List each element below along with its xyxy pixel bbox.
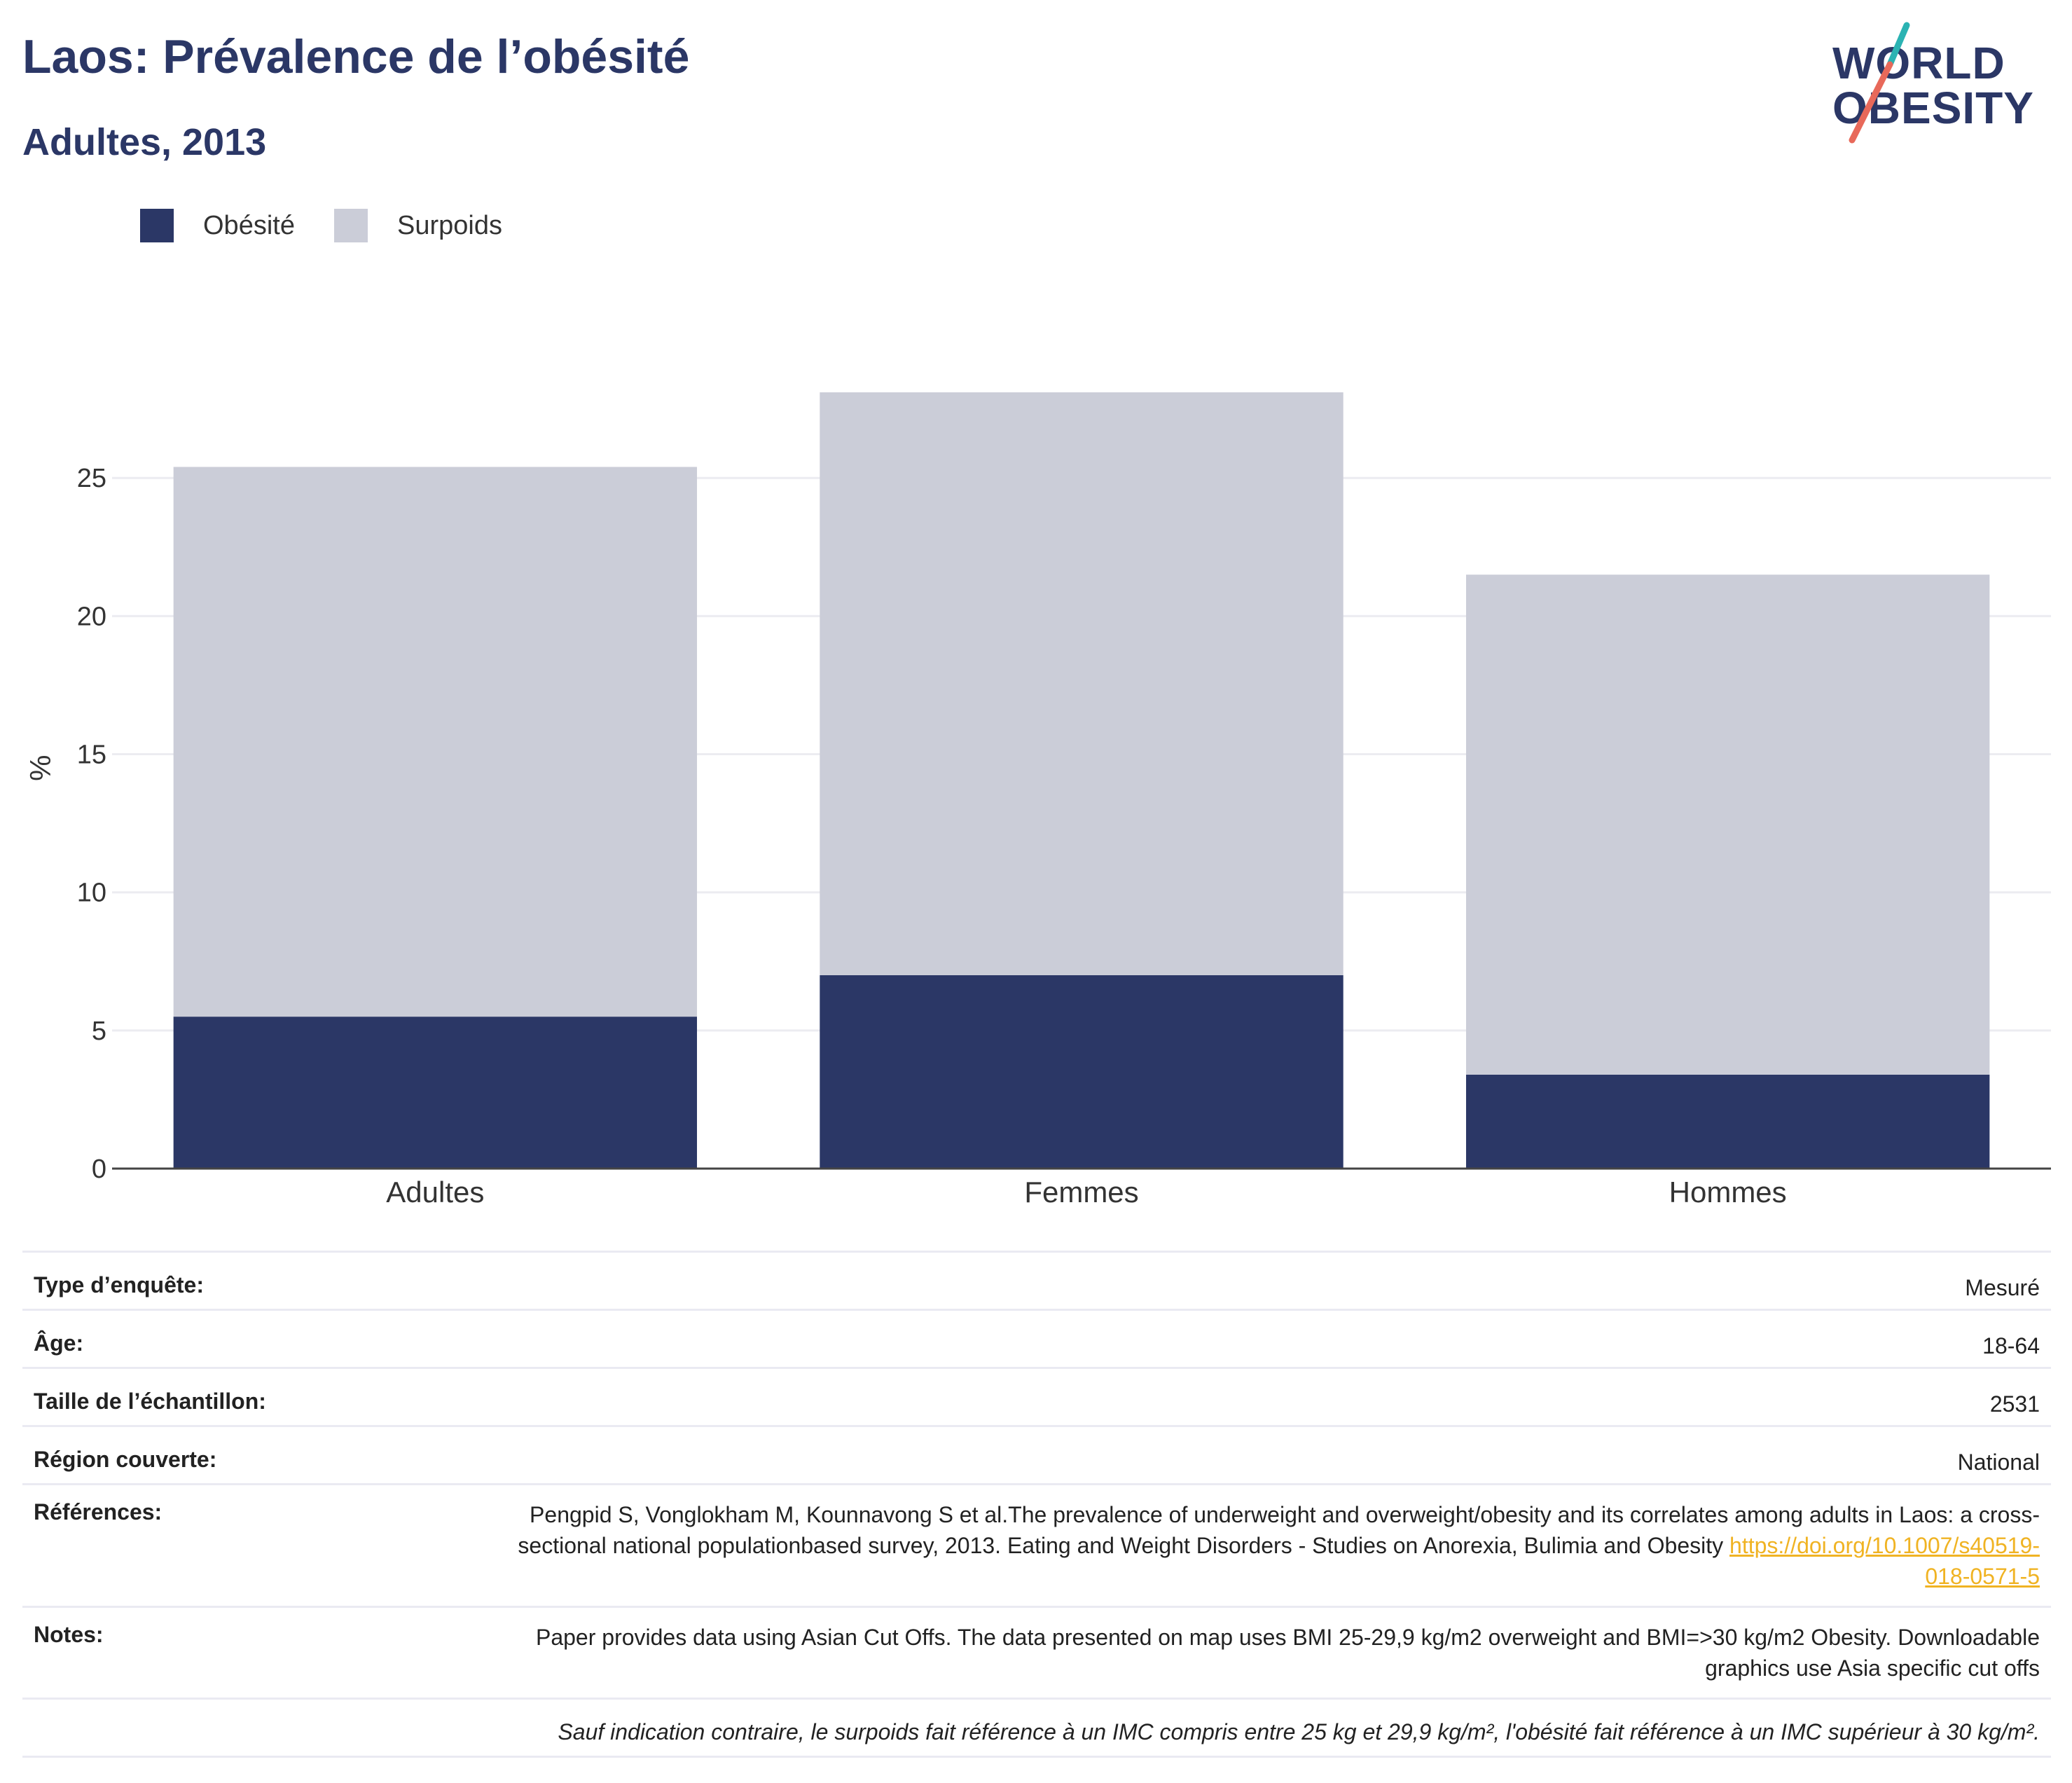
bar-obsit-adultes [173,1017,698,1169]
info-value: National [465,1425,2051,1485]
bar-obsit-femmes [820,975,1344,1169]
x-tick-label: Hommes [1669,1176,1787,1209]
info-row-footnote: Sauf indication contraire, le surpoids f… [22,1698,2051,1758]
bar-obsit-hommes [1465,1074,1990,1169]
bar-chart: 0 5 10 15 20 25% Adultes Femmes Hommes [24,392,2051,1209]
page-title: Laos: Prévalence de l’obésité [22,30,690,83]
logo-slash-icon [1849,22,1910,144]
info-label: Notes: [22,1606,465,1699]
footnote-text: Sauf indication contraire, le surpoids f… [22,1698,2051,1758]
survey-info-table: Type d’enquête: Mesuré Âge: 18-64 Taille… [22,1251,2051,1758]
y-tick-label: 25 [77,464,106,493]
y-axis-title: % [24,755,57,781]
bar-surpoids-hommes [1465,574,1990,1075]
info-label: Âge: [22,1309,465,1368]
bar-surpoids-femmes [820,392,1344,975]
legend-item-surpoids[interactable]: Surpoids [333,209,502,242]
info-row-age: Âge: 18-64 [22,1309,2051,1368]
logo-word-world: WORLD [1832,38,2005,88]
info-value: Paper provides data using Asian Cut Offs… [465,1606,2051,1699]
info-value: Pengpid S, Vonglokham M, Kounnavong S et… [465,1483,2051,1607]
info-row-references: Références: Pengpid S, Vonglokham M, Kou… [22,1483,2051,1607]
y-tick-label: 20 [77,602,106,631]
info-row-survey-type: Type d’enquête: Mesuré [22,1251,2051,1310]
info-label: Taille de l’échantillon: [22,1367,465,1426]
world-obesity-logo: WORLD OBESITY [1821,21,2059,147]
bar-surpoids-adultes [173,467,698,1017]
legend-item-obesite[interactable]: Obésité [140,209,295,242]
reference-doi-link[interactable]: https://doi.org/10.1007/s40519-018-0571-… [1729,1533,2040,1589]
info-value: 18-64 [465,1309,2051,1368]
info-label: Type d’enquête: [22,1251,465,1310]
info-label: Références: [22,1483,465,1607]
x-tick-label: Femmes [1024,1176,1138,1209]
legend-label-obesite: Obésité [203,210,295,240]
y-tick-label: 10 [77,879,106,908]
info-row-sample-size: Taille de l’échantillon: 2531 [22,1367,2051,1426]
y-tick-label: 5 [92,1017,106,1046]
info-row-region: Région couverte: National [22,1425,2051,1485]
info-row-notes: Notes: Paper provides data using Asian C… [22,1606,2051,1699]
chart-legend: Obésité Surpoids [140,209,541,242]
legend-swatch-surpoids [333,209,368,242]
info-label: Région couverte: [22,1425,465,1485]
x-tick-label: Adultes [386,1176,484,1209]
legend-swatch-obesite [140,209,174,242]
y-tick-label: 15 [77,741,106,770]
reference-text: Pengpid S, Vonglokham M, Kounnavong S et… [518,1502,2040,1558]
legend-label-surpoids: Surpoids [396,210,502,240]
page-subtitle: Adultes, 2013 [22,121,267,163]
y-tick-label: 0 [92,1155,106,1184]
info-value: Mesuré [465,1251,2051,1310]
info-value: 2531 [465,1367,2051,1426]
